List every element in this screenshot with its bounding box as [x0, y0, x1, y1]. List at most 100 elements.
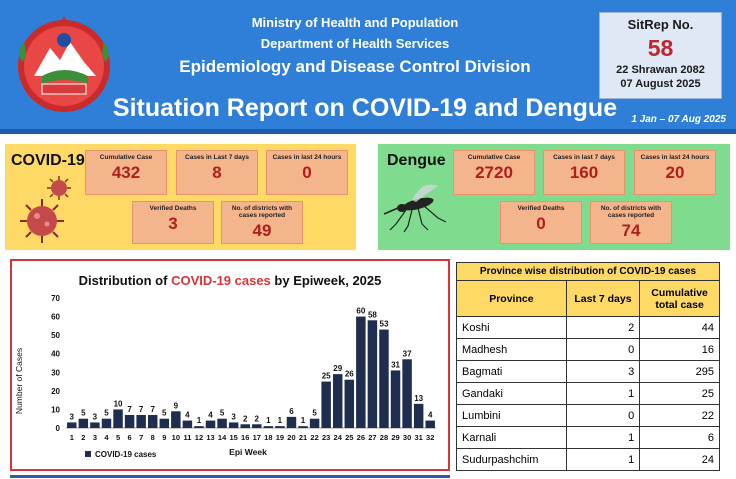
- x-tick-label: 28: [380, 433, 388, 442]
- x-tick-label: 15: [229, 433, 237, 442]
- province-cell: Lumbini: [456, 404, 567, 427]
- legend-swatch: [85, 451, 91, 457]
- chart-bar: [425, 420, 435, 428]
- card-value: 0: [536, 214, 546, 234]
- y-tick-label: 70: [51, 294, 60, 303]
- epiweek-bar-chart: Distribution of COVID-19 cases by Epiwee…: [14, 273, 436, 459]
- x-tick-label: 4: [104, 433, 109, 442]
- chart-bar: [136, 415, 146, 428]
- covid-panel-title: COVID-19: [11, 152, 85, 169]
- bar-data-label: 13: [414, 394, 423, 403]
- bar-data-label: 3: [231, 412, 236, 421]
- card-value: 49: [252, 220, 272, 240]
- y-tick-label: 40: [51, 350, 60, 359]
- bar-data-label: 1: [278, 416, 283, 425]
- chart-legend: COVID-19 cases: [85, 450, 157, 459]
- bar-data-label: 1: [197, 416, 202, 425]
- last7-cell: 1: [565, 448, 641, 471]
- chart-bar: [367, 320, 378, 428]
- bar-data-label: 5: [81, 409, 86, 418]
- x-tick-label: 25: [345, 433, 353, 442]
- bar-data-label: 25: [322, 372, 331, 381]
- bar-data-label: 7: [150, 405, 155, 414]
- chart-bar: [286, 416, 297, 428]
- chart-bar: [147, 415, 158, 428]
- header-divider: [0, 129, 736, 134]
- province-table-caption: Province wise distribution of COVID-19 c…: [456, 262, 720, 281]
- bar-data-label: 4: [208, 411, 213, 420]
- province-cell: Madhesh: [456, 338, 567, 361]
- chart-bar: [171, 411, 181, 428]
- chart-bar: [159, 418, 170, 428]
- nepal-emblem-icon: [18, 16, 110, 112]
- dengue-deaths-card: Verified Deaths 0: [500, 201, 582, 244]
- bar-data-label: 1: [301, 416, 306, 425]
- chart-bar: [321, 381, 331, 428]
- chart-bar: [113, 409, 123, 428]
- chart-x-axis-label: Epi Week: [229, 447, 267, 457]
- card-label: Cases in Last 7 days: [185, 154, 249, 161]
- y-tick-label: 20: [51, 387, 60, 396]
- province-cell: Bagmati: [456, 360, 567, 383]
- y-tick-label: 30: [51, 368, 60, 377]
- x-tick-label: 12: [195, 433, 203, 442]
- last7-cell: 2: [565, 316, 641, 339]
- cumulative-cell: 24: [639, 448, 720, 471]
- table-row: Gandaki 1 25: [456, 382, 720, 405]
- header-last7: Last 7 days: [565, 280, 641, 317]
- covid-cumulative-card: Cumulative Case 432: [85, 150, 167, 195]
- chart-bar: [240, 424, 250, 428]
- x-tick-label: 21: [299, 433, 307, 442]
- x-tick-label: 7: [139, 433, 143, 442]
- last7-cell: 1: [565, 426, 641, 449]
- table-row: Koshi 2 44: [456, 316, 720, 339]
- province-cell: Gandaki: [456, 382, 567, 405]
- header-province: Province: [456, 280, 567, 317]
- chart-bar: [90, 422, 100, 428]
- x-tick-label: 18: [264, 433, 272, 442]
- province-cell: Sudurpashchim: [456, 448, 567, 471]
- chart-y-axis-label: Number of Cases: [14, 348, 24, 414]
- card-label: Verified Deaths: [517, 205, 565, 212]
- x-tick-label: 17: [253, 433, 261, 442]
- bar-data-label: 60: [356, 307, 365, 316]
- y-tick-label: 50: [51, 331, 60, 340]
- chart-bar: [228, 422, 239, 428]
- chart-bar: [67, 422, 77, 428]
- bar-data-label: 5: [104, 409, 109, 418]
- report-header: Ministry of Health and Population Depart…: [0, 0, 736, 129]
- header-cumulative: Cumulative total case: [639, 280, 720, 317]
- chart-bar: [344, 379, 355, 428]
- x-tick-label: 6: [128, 433, 132, 442]
- table-row: Lumbini 0 22: [456, 404, 720, 427]
- bar-data-label: 4: [428, 411, 433, 420]
- province-cell: Koshi: [456, 316, 567, 339]
- bar-data-label: 31: [391, 360, 400, 369]
- chart-bar: [402, 359, 412, 428]
- bar-data-label: 4: [185, 411, 190, 420]
- bar-data-label: 9: [174, 401, 179, 410]
- chart-bar: [182, 420, 193, 428]
- bar-data-label: 7: [139, 405, 144, 414]
- covid-summary-panel: COVID-19 Cumulative Case 432 Cases in La…: [5, 144, 356, 250]
- sitrep-english-date: 07 August 2025: [620, 78, 701, 90]
- chart-bar: [194, 426, 204, 428]
- table-row: Bagmati 3 295: [456, 360, 720, 383]
- bar-data-label: 3: [93, 412, 98, 421]
- chart-title: Distribution of COVID-19 cases by Epiwee…: [79, 273, 382, 288]
- page-title: Situation Report on COVID-19 and Dengue: [112, 94, 618, 122]
- table-row: Sudurpashchim 1 24: [456, 448, 720, 471]
- card-value: 160: [569, 163, 599, 183]
- chart-bar: [78, 418, 89, 428]
- cumulative-cell: 22: [639, 404, 720, 427]
- chart-bar: [217, 418, 227, 428]
- cumulative-cell: 25: [639, 382, 720, 405]
- dengue-panel-title: Dengue: [387, 152, 446, 169]
- chart-bar: [390, 370, 401, 428]
- x-tick-label: 32: [426, 433, 434, 442]
- bar-data-label: 6: [289, 407, 294, 416]
- x-tick-label: 14: [218, 433, 227, 442]
- x-tick-label: 22: [310, 433, 318, 442]
- dengue-cumulative-card: Cumulative Case 2720: [453, 150, 535, 195]
- card-value: 0: [302, 163, 312, 183]
